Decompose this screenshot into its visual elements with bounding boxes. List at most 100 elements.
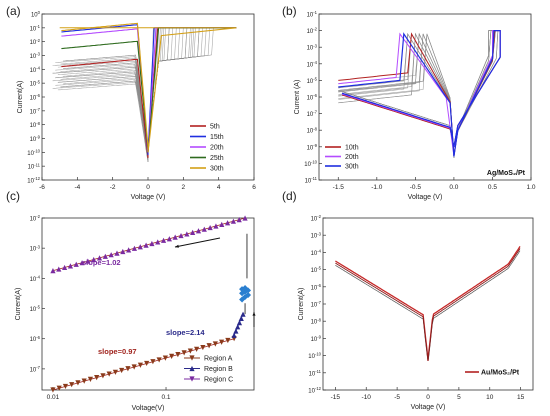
panel-label-d: (d) [282, 189, 297, 203]
region-c-marker [102, 253, 108, 259]
region-a-marker [206, 343, 212, 349]
region-c-marker [149, 240, 155, 247]
region-a-marker [181, 350, 187, 356]
y-tick-label: 10-1 [30, 24, 41, 32]
legend-a: 5th 15th 20th 25th 30th [190, 124, 224, 173]
x-axis-label: Voltage(V) [132, 405, 165, 412]
x-axis-label: Voltage (V) [131, 194, 166, 201]
region-c-marker [67, 263, 74, 269]
region-b-marker [233, 328, 239, 334]
region-c-marker [79, 260, 85, 266]
y-tick-label: 100 [31, 10, 41, 18]
panel-label-b: (b) [282, 4, 297, 18]
region-a-marker [56, 385, 62, 391]
legend-label: 25th [210, 155, 224, 162]
y-tick-label: 10-6 [311, 283, 322, 291]
plot-area-border [41, 217, 255, 391]
legend-b: 10th 20th 30th [325, 145, 359, 171]
y-tick-label: 10-5 [30, 79, 41, 87]
y-tick-label: 10-7 [30, 107, 41, 115]
x-tick-label: 0.5 [488, 184, 497, 191]
y-tick-label: 10-7 [30, 365, 41, 373]
legend-marker [189, 355, 195, 361]
region-a-marker [112, 369, 119, 375]
y-tick-label: 10-4 [30, 65, 41, 73]
x-tick-label: 1.0 [526, 184, 535, 191]
y-tick-label: 10-5 [307, 77, 318, 85]
y-tick-label: 10-11 [305, 176, 318, 184]
switch-marker [242, 284, 249, 291]
y-tick-label: 10-7 [307, 110, 318, 118]
region-a-marker [137, 362, 144, 368]
region-c-marker [178, 232, 184, 239]
region-c-marker [120, 248, 126, 255]
y-tick-label: 10-8 [307, 126, 318, 134]
region-a-marker [200, 344, 206, 351]
region-a-marker [119, 367, 125, 374]
y-tick-label: 10-3 [307, 43, 318, 51]
y-tick-label: 10-3 [30, 244, 41, 252]
region-a-marker [81, 378, 87, 384]
legend-label: Region A [204, 356, 233, 363]
region-c-marker [184, 231, 190, 237]
region-c-marker [190, 229, 196, 235]
region-a-marker [175, 352, 181, 358]
region-c-marker [224, 220, 231, 226]
y-tick-label: 10-7 [311, 300, 322, 308]
region-a-marker [156, 357, 162, 363]
y-tick-label: 10-5 [311, 266, 322, 274]
region-c-marker [143, 242, 149, 248]
region-a-marker [94, 374, 100, 381]
region-c-marker [56, 266, 62, 272]
slope-annotation-c: slope=1.02 [82, 258, 121, 267]
plot-area-border [322, 217, 534, 391]
slope-annotation-a: slope=0.97 [98, 347, 137, 356]
gray-curve [52, 27, 237, 146]
x-tick-label: -5 [394, 394, 400, 401]
y-tick-label: 10-9 [30, 135, 41, 143]
x-tick-label: 0.01 [47, 394, 60, 401]
legend-label: 5th [210, 124, 220, 131]
chart-frame-d: -15 -10 -5 0 5 10 15 10-12 10-11 10-10 10-9 10-8 10-… [298, 214, 534, 411]
region-b-marker [236, 320, 243, 326]
legend-label: 15th [210, 134, 224, 141]
y-tick-label: 10-6 [307, 93, 318, 101]
chart-c: 0.01 0.1 10-7 10-6 10-5 10-4 10-3 10-2 Voltage(V… [15, 214, 256, 412]
region-c-marker [108, 252, 114, 258]
legend-label: Region C [204, 377, 233, 384]
region-a-marker [187, 348, 193, 354]
region-c-marker [137, 244, 143, 250]
switch-marker [245, 287, 252, 294]
x-tick-label: 4 [217, 184, 221, 191]
x-tick-label: -0.5 [410, 184, 422, 191]
y-tick-label: 10-5 [30, 305, 41, 313]
region-c-marker [219, 221, 225, 227]
legend-label: 30th [210, 166, 224, 173]
y-tick-label: 10-9 [307, 143, 318, 151]
y-tick-label: 10-2 [30, 38, 41, 46]
region-c-line [52, 217, 246, 271]
region-a-marker [75, 380, 81, 386]
y-tick-label: 10-2 [30, 214, 41, 222]
x-tick-label: -4 [74, 184, 80, 191]
chart-d: -15 -10 -5 0 5 10 15 10-12 10-11 10-10 10-9 10-8 10-… [298, 214, 534, 411]
switch-marker [239, 296, 246, 303]
y-tick-label: 10-6 [30, 335, 41, 343]
y-tick-label: 10-4 [311, 249, 322, 257]
legend-label: 10th [345, 145, 359, 152]
chart-a: -6 -4 -2 0 2 4 6 10-12 10-11 10-10 10-9 10-8 10-7 10-… [17, 10, 256, 201]
region-c-marker [207, 224, 213, 231]
x-tick-label: 6 [252, 184, 256, 191]
region-b-marker [231, 332, 237, 338]
panel-label-a: (a) [6, 4, 21, 18]
x-axis-label: Voltage (V) [408, 194, 443, 201]
chart-frame-a: -6 -4 -2 0 2 4 6 10-12 10-11 10-10 10-9 10-8 10-7 10-… [17, 10, 256, 201]
x-tick-label: -1.0 [371, 184, 383, 191]
region-c-marker [96, 255, 103, 261]
x-tick-label: 0.0 [449, 184, 458, 191]
y-tick-label: 10-11 [309, 369, 322, 377]
legend-marker [189, 376, 195, 382]
legend-marker [189, 365, 195, 372]
region-c-marker [242, 215, 248, 221]
region-c-marker [91, 256, 97, 263]
